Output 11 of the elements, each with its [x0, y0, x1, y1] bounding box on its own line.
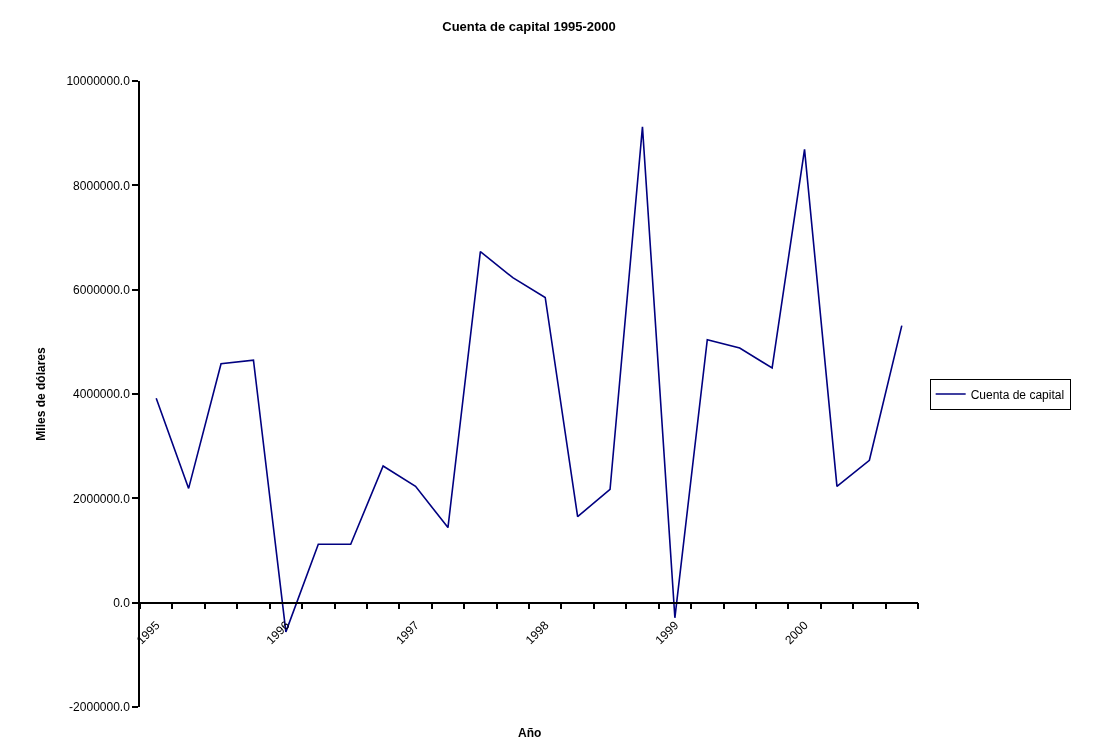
x-axis-title: Año	[518, 726, 542, 740]
legend-label: Cuenta de capital	[970, 387, 1065, 402]
y-tick-label: 6000000.0	[73, 282, 131, 297]
y-tick-label: 2000000.0	[73, 491, 131, 506]
y-tick-label: 10000000.0	[66, 74, 131, 89]
y-tick-label: 0.0	[113, 595, 131, 610]
y-tick-label: 4000000.0	[73, 387, 131, 402]
y-axis-title: Miles de dólares	[34, 346, 49, 441]
y-tick-label: -2000000.0	[69, 700, 131, 715]
chart-title: Cuenta de capital 1995-2000	[442, 19, 616, 35]
y-tick-label: 8000000.0	[73, 178, 131, 193]
